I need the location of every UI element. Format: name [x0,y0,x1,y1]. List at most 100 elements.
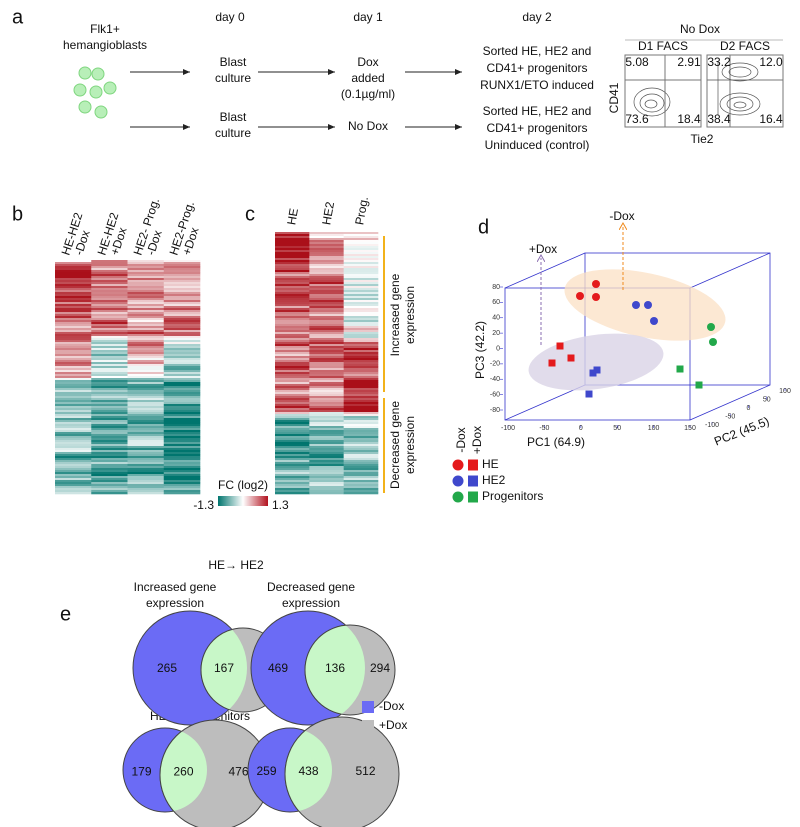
heatmap-cell [127,322,165,325]
heatmap-cell [91,458,128,461]
heatmap-cell [55,284,92,287]
heatmap-cell [91,382,128,385]
heatmap-cell [275,466,310,469]
heatmap-cell [309,274,344,277]
venn-count: 512 [355,764,375,778]
heatmap-cell [55,454,92,457]
heatmap-cell [275,242,310,245]
heatmap-cell [343,316,379,319]
heatmap-cell [343,274,379,277]
heatmap-cell [343,382,379,385]
heatmap-cell [275,252,310,255]
heatmap-cell [163,440,201,443]
heatmap-cell [55,268,92,271]
heatmap-cell [127,270,165,273]
heatmap-cell [91,488,128,491]
heatmap-cell [343,448,379,451]
heatmap-cell [343,266,379,269]
heatmap-cell [163,454,201,457]
heatmap-cell [343,372,379,375]
heatmap-cell [343,298,379,301]
heatmap-cell [309,326,344,329]
heatmap-cell [309,372,344,375]
heatmap-cell [343,406,379,409]
heatmap-cell [163,350,201,353]
heatmap-cell [309,252,344,255]
heatmap-cell [309,378,344,381]
heatmap-cell [275,480,310,483]
facs-quadrant: 5.08 [625,55,649,69]
heatmap-cell [163,318,201,321]
heatmap-cell [91,394,128,397]
heatmap-cell [163,366,201,369]
heatmap-cell [343,348,379,351]
heatmap-cell [309,240,344,243]
heatmap-cell [127,276,165,279]
heatmap-cell [275,460,310,463]
heatmap-cell [55,362,92,365]
heatmap-cell [275,374,310,377]
heatmap-cell [309,386,344,389]
heatmap-cell [91,264,128,267]
heatmap-cell [163,466,201,469]
heatmap-cell [163,408,201,411]
venn-set-title: expression [146,596,204,610]
heatmap-cell [343,254,379,257]
result-label: Sorted HE, HE2 and [483,104,592,118]
heatmap-cell [163,464,201,467]
heatmap-cell [275,250,310,253]
heatmap-cell [309,382,344,385]
venn-count: 259 [256,764,276,778]
pca-point [592,280,600,288]
heatmap-cell [309,362,344,365]
heatmap-cell [91,312,128,315]
heatmap-cell [163,384,201,387]
heatmap-cell [127,288,165,291]
heatmap-cell [309,436,344,439]
heatmap-cell [91,358,128,361]
heatmap-cell [55,314,92,317]
heatmap-cell [91,388,128,391]
heatmap-cell [127,302,165,305]
result-label: Sorted HE, HE2 and [483,44,592,58]
heatmap-cell [127,318,165,321]
heatmap-cell [343,426,379,429]
heatmap-cell [275,304,310,307]
heatmap-cell [91,378,128,381]
heatmap-cell [127,360,165,363]
heatmap-cell [127,262,165,265]
heatmap-cell [55,352,92,355]
bracket-label: Increased gene [388,273,402,356]
legend-circle [452,475,464,487]
heatmap-cell [309,424,344,427]
heatmap-cell [309,250,344,253]
heatmap-cell [55,482,92,485]
heatmap-cell [91,480,128,483]
heatmap-cell [309,428,344,431]
heatmap-cell [55,428,92,431]
heatmap-cell [163,484,201,487]
heatmap-cell [343,278,379,281]
heatmap-cell [127,478,165,481]
source-label: hemangioblasts [63,38,147,52]
heatmap-cell [309,248,344,251]
heatmap-cell [127,484,165,487]
heatmap-cell [127,474,165,477]
heatmap-cell [309,408,344,411]
pca-point [650,317,658,325]
heatmap-cell [163,330,201,333]
heatmap-cell [55,488,92,491]
heatmap-cell [55,376,92,379]
heatmap-cell [309,398,344,401]
pca-point [593,366,601,374]
heatmap-cell [343,314,379,317]
heatmap-cell [127,314,165,317]
heatmap-cell [309,328,344,331]
heatmap-cell [275,490,310,493]
venn-count: 260 [173,765,193,779]
heatmap-cell [309,388,344,391]
heatmap-cell [275,476,310,479]
heatmap-cell [127,396,165,399]
heatmap-cell [55,374,92,377]
heatmap-cell [127,266,165,269]
